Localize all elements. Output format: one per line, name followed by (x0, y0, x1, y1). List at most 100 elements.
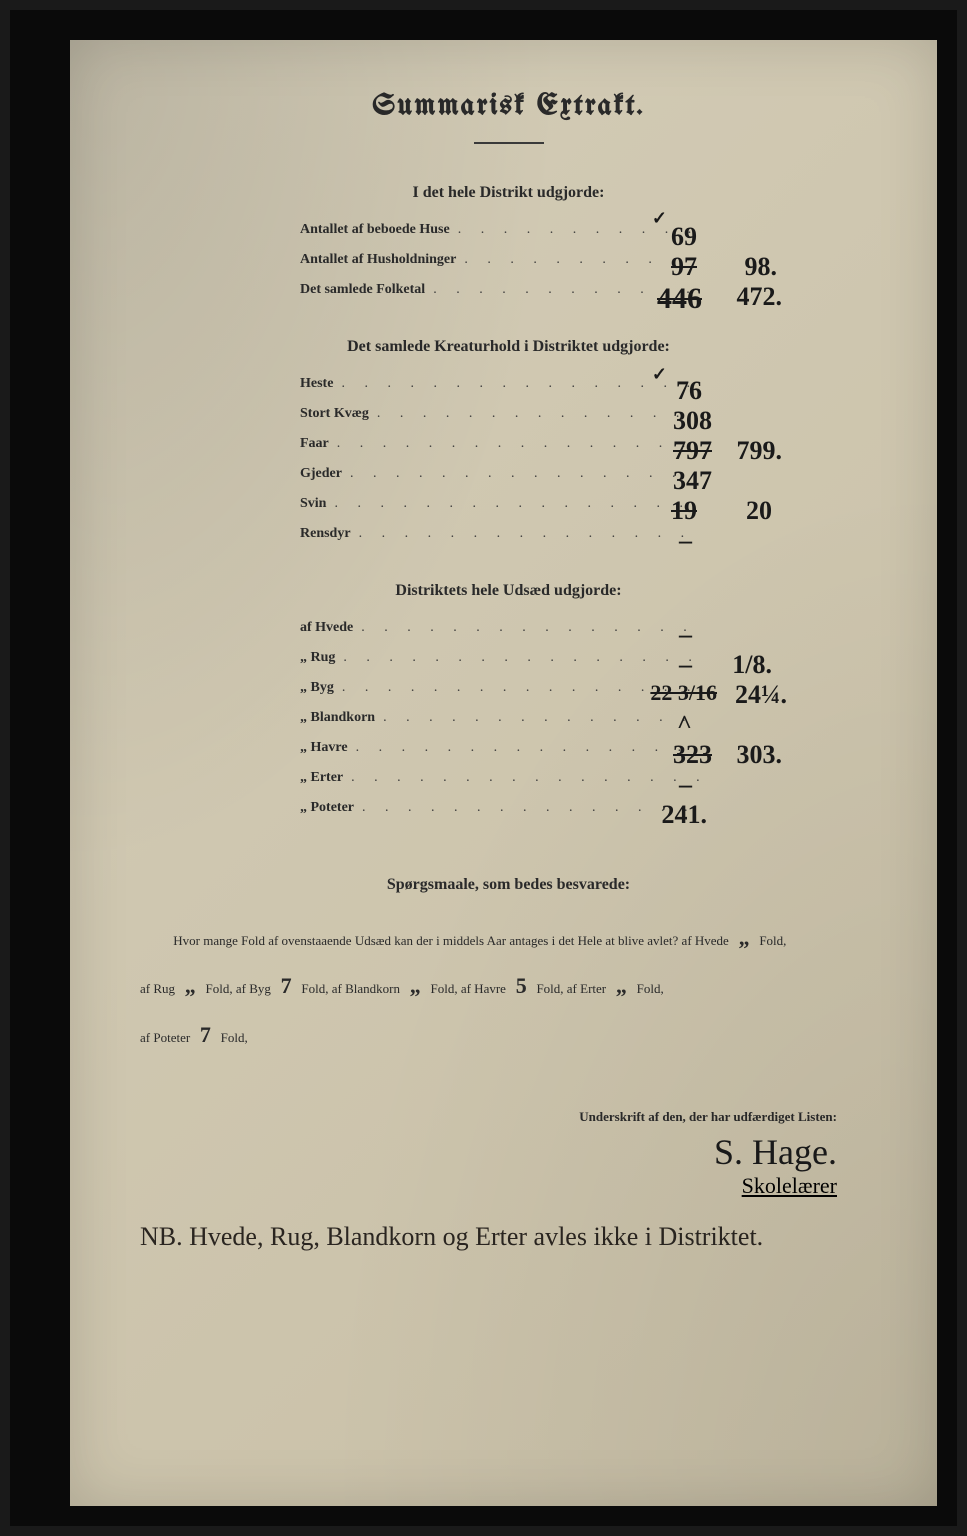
section2-heading: Det samlede Kreaturhold i Distriktet udg… (140, 338, 877, 356)
leader-dots: . . . . . . . . . . . . . . . (359, 526, 693, 542)
row-gjeder: Gjeder . . . . . . . . . . . . . . . 347 (300, 466, 877, 492)
label: Det samlede Folketal (300, 282, 425, 298)
handwritten-struck: 323 (673, 740, 712, 770)
q-val: „ (178, 962, 202, 1010)
document-page: Summarisk Extrakt. I det hele Distrikt u… (70, 40, 937, 1506)
handwritten-struck: 797 (673, 436, 712, 466)
handwritten-struck: 22 3/16 (650, 680, 717, 706)
label: Antallet af Husholdninger (300, 252, 456, 268)
q-val: „ (609, 962, 633, 1010)
label: Heste (300, 376, 333, 392)
question-line-2: af Rug „ Fold, af Byg 7 Fold, af Blandko… (140, 962, 877, 1010)
row-folketal: Det samlede Folketal . . . . . . . . . .… (300, 282, 877, 308)
handwritten-correction: 20 (746, 496, 772, 526)
leader-dots: . . . . . . . . . . (464, 252, 683, 268)
questions-body: Hvor mange Fold af ovenstaaende Udsæd ka… (140, 914, 877, 1059)
label: Svin (300, 496, 326, 512)
handwritten-value: – (679, 620, 692, 650)
q-val: 7 (193, 1011, 217, 1059)
row-rensdyr: Rensdyr . . . . . . . . . . . . . . . – (300, 526, 877, 552)
handwritten-correction: 24¼. (735, 680, 787, 710)
checkmark: ✓ (652, 208, 667, 229)
label: „ Erter (300, 770, 343, 786)
row-byg: „ Byg . . . . . . . . . . . . . . . . 22… (300, 680, 877, 706)
leader-dots: . . . . . . . . . . . . . . . . (334, 496, 691, 512)
q-fold: Fold, (759, 933, 786, 948)
leader-dots: . . . . . . . . . . . . . . . (361, 620, 695, 636)
question-line-3: af Poteter 7 Fold, (140, 1011, 877, 1059)
handwritten-value: – (679, 770, 692, 800)
label: Faar (300, 436, 329, 452)
leader-dots: . . . . . . . . . . . . . . . . (342, 680, 699, 696)
leader-dots: . . . . . . . . . . . . . . . . (351, 770, 708, 786)
row-husholdninger: Antallet af Husholdninger . . . . . . . … (300, 252, 877, 278)
row-hvede: af Hvede . . . . . . . . . . . . . . . – (300, 620, 877, 646)
section3-rows: af Hvede . . . . . . . . . . . . . . . –… (140, 620, 877, 826)
question-line-1: Hvor mange Fold af ovenstaaende Udsæd ka… (140, 914, 877, 962)
scan-frame: Summarisk Extrakt. I det hele Distrikt u… (10, 10, 957, 1526)
leader-dots: . . . . . . . . . . . . . . . (362, 800, 696, 816)
section1-heading: I det hele Distrikt udgjorde: (140, 184, 877, 202)
q-val: „ (403, 962, 427, 1010)
q-val: 7 (274, 962, 298, 1010)
row-huse: Antallet af beboede Huse . . . . . . . .… (300, 222, 877, 248)
q-fold: Fold, (301, 981, 328, 996)
label: „ Rug (300, 650, 335, 666)
q-crop: af Havre (461, 981, 506, 996)
handwritten-value: 241. (662, 800, 708, 830)
page-title: Summarisk Extrakt. (140, 90, 877, 122)
label: „ Havre (300, 740, 348, 756)
label: Rensdyr (300, 526, 351, 542)
handwritten-struck: 97 (671, 252, 697, 282)
handwritten-value: ^ (677, 710, 692, 740)
signature-role: Skolelærer (140, 1173, 837, 1199)
handwritten-value: 308 (673, 406, 712, 436)
handwritten-correction: 303. (737, 740, 783, 770)
q-crop: af Byg (236, 981, 271, 996)
handwritten-value: – (679, 526, 692, 556)
q-crop: af Hvede (682, 933, 729, 948)
leader-dots: . . . . . . . . . . . . . . . . (343, 650, 700, 666)
row-rug: „ Rug . . . . . . . . . . . . . . . . – … (300, 650, 877, 676)
handwritten-value: – (679, 650, 692, 680)
row-kvæg: Stort Kvæg . . . . . . . . . . . . . . 3… (300, 406, 877, 432)
signature-name: S. Hage. (140, 1131, 837, 1173)
handwritten-correction: 1/8. (732, 650, 772, 680)
row-svin: Svin . . . . . . . . . . . . . . . . 19 … (300, 496, 877, 522)
label: Gjeder (300, 466, 342, 482)
signature-block: Underskrift af den, der har udfærdiget L… (140, 1109, 877, 1199)
leader-dots: . . . . . . . . . . . . . . (377, 406, 688, 422)
q-fold: Fold, (637, 981, 664, 996)
label: „ Byg (300, 680, 334, 696)
handwritten-correction: 98. (745, 252, 778, 282)
questions-heading: Spørgsmaale, som bedes besvarede: (140, 876, 877, 894)
footnote: NB. Hvede, Rug, Blandkorn og Erter avles… (140, 1219, 877, 1255)
leader-dots: . . . . . . . . . . . . . . . (356, 740, 690, 756)
q-fold: Fold, (206, 981, 233, 996)
row-havre: „ Havre . . . . . . . . . . . . . . . 32… (300, 740, 877, 766)
leader-dots: . . . . . . . . . . . . . . . . (341, 376, 698, 392)
row-faar: Faar . . . . . . . . . . . . . . . . 797… (300, 436, 877, 462)
row-heste: Heste . . . . . . . . . . . . . . . . ✓ … (300, 376, 877, 402)
row-poteter: „ Poteter . . . . . . . . . . . . . . . … (300, 800, 877, 826)
q-val: „ (732, 914, 756, 962)
handwritten-value: 69 (671, 222, 697, 252)
label: „ Blandkorn (300, 710, 375, 726)
handwritten-value: 76 (676, 376, 702, 406)
leader-dots: . . . . . . . . . . . . . . . (350, 466, 684, 482)
row-erter: „ Erter . . . . . . . . . . . . . . . . … (300, 770, 877, 796)
q-fold: Fold, (536, 981, 563, 996)
label: af Hvede (300, 620, 353, 636)
q-fold: Fold, (430, 981, 457, 996)
handwritten-struck: 19 (671, 496, 697, 526)
section2-rows: Heste . . . . . . . . . . . . . . . . ✓ … (140, 376, 877, 552)
section3-heading: Distriktets hele Udsæd udgjorde: (140, 582, 877, 600)
handwritten-correction: 472. (737, 282, 783, 312)
label: „ Poteter (300, 800, 354, 816)
question-intro: Hvor mange Fold af ovenstaaende Udsæd ka… (173, 933, 678, 948)
label: Stort Kvæg (300, 406, 369, 422)
q-fold: Fold, (221, 1030, 248, 1045)
leader-dots: . . . . . . . . . . . . . . . . (337, 436, 694, 452)
q-crop: af Blandkorn (332, 981, 400, 996)
q-val: 5 (509, 962, 533, 1010)
